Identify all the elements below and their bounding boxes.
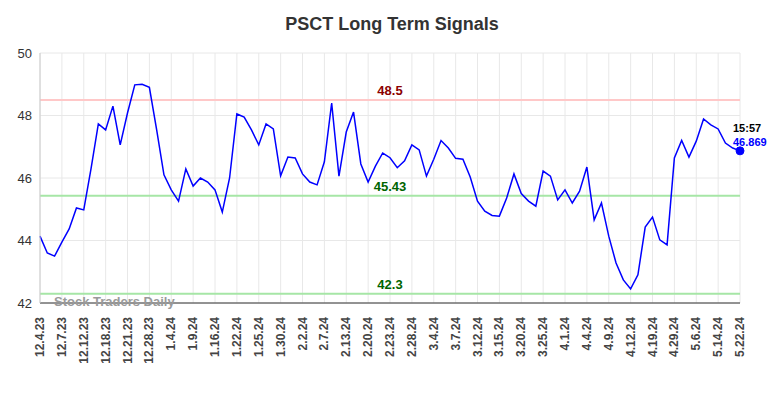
svg-text:3.25.24: 3.25.24 xyxy=(536,317,550,357)
svg-text:3.4.24: 3.4.24 xyxy=(427,317,441,351)
svg-text:4.12.24: 4.12.24 xyxy=(624,317,638,357)
svg-text:4.1.24: 4.1.24 xyxy=(558,317,572,351)
svg-text:2.2.24: 2.2.24 xyxy=(296,317,310,351)
svg-text:12.28.23: 12.28.23 xyxy=(142,317,156,364)
svg-text:48.5: 48.5 xyxy=(377,83,402,98)
svg-text:5.22.24: 5.22.24 xyxy=(733,317,747,357)
svg-text:42.3: 42.3 xyxy=(377,277,402,292)
svg-text:48: 48 xyxy=(18,108,32,123)
svg-text:2.20.24: 2.20.24 xyxy=(361,317,375,357)
svg-text:12.12.23: 12.12.23 xyxy=(77,317,91,364)
svg-text:1.25.24: 1.25.24 xyxy=(252,317,266,357)
svg-text:1.16.24: 1.16.24 xyxy=(208,317,222,357)
svg-text:5.14.24: 5.14.24 xyxy=(711,317,725,357)
svg-text:15:57: 15:57 xyxy=(733,122,761,134)
svg-text:3.12.24: 3.12.24 xyxy=(471,317,485,357)
svg-text:46: 46 xyxy=(18,171,32,186)
svg-text:5.6.24: 5.6.24 xyxy=(689,317,703,351)
svg-text:4.9.24: 4.9.24 xyxy=(602,317,616,351)
svg-text:44: 44 xyxy=(18,233,32,248)
svg-text:12.4.23: 12.4.23 xyxy=(33,317,47,357)
svg-text:1.4.24: 1.4.24 xyxy=(164,317,178,351)
svg-text:4.19.24: 4.19.24 xyxy=(646,317,660,357)
svg-text:4.4.24: 4.4.24 xyxy=(580,317,594,351)
svg-text:46.869: 46.869 xyxy=(733,136,767,148)
svg-text:12.18.23: 12.18.23 xyxy=(99,317,113,364)
svg-text:45.43: 45.43 xyxy=(374,179,407,194)
html-text:PSCT Long Term Signals: PSCT Long Term Signals xyxy=(285,14,499,34)
svg-text:1.22.24: 1.22.24 xyxy=(230,317,244,357)
svg-text:3.7.24: 3.7.24 xyxy=(449,317,463,351)
svg-text:2.13.24: 2.13.24 xyxy=(339,317,353,357)
html-text:Stock Traders Daily: Stock Traders Daily xyxy=(54,294,175,309)
svg-text:50: 50 xyxy=(18,46,32,61)
svg-text:12.7.23: 12.7.23 xyxy=(55,317,69,357)
svg-text:3.20.24: 3.20.24 xyxy=(514,317,528,357)
svg-text:42: 42 xyxy=(18,296,32,311)
svg-text:3.15.24: 3.15.24 xyxy=(492,317,506,357)
svg-text:2.23.24: 2.23.24 xyxy=(383,317,397,357)
svg-text:4.29.24: 4.29.24 xyxy=(667,317,681,357)
svg-text:12.21.23: 12.21.23 xyxy=(121,317,135,364)
svg-text:2.7.24: 2.7.24 xyxy=(317,317,331,351)
svg-text:1.9.24: 1.9.24 xyxy=(186,317,200,351)
svg-text:2.28.24: 2.28.24 xyxy=(405,317,419,357)
svg-text:1.30.24: 1.30.24 xyxy=(274,317,288,357)
